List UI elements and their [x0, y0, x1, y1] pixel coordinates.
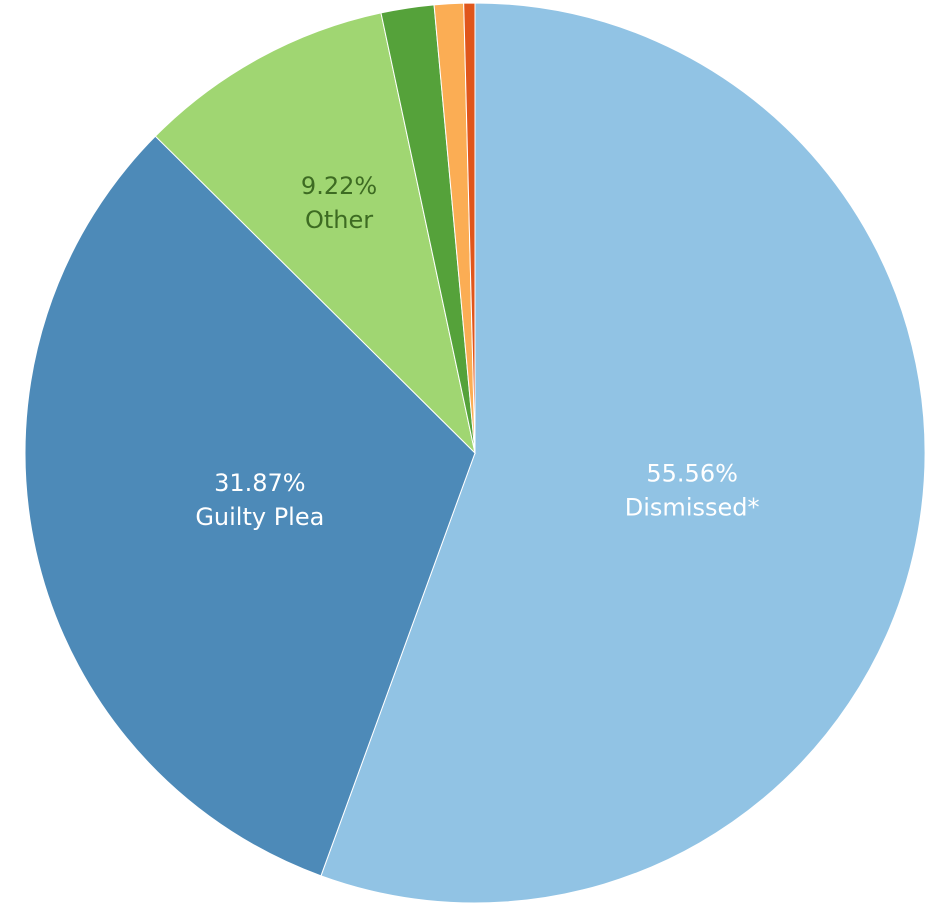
- slice-label: Guilty Plea: [195, 503, 324, 531]
- pie-slice: [24, 135, 476, 877]
- pie-slice: [154, 12, 476, 455]
- slice-label: Dismissed*: [625, 493, 760, 521]
- data-label: 31.87%: [214, 469, 306, 497]
- slice-label: Other: [305, 206, 373, 234]
- pie-slice: [320, 2, 926, 904]
- pie-slice: [463, 2, 476, 454]
- data-label: 55.56%: [646, 459, 738, 487]
- data-label: 9.22%: [301, 172, 377, 200]
